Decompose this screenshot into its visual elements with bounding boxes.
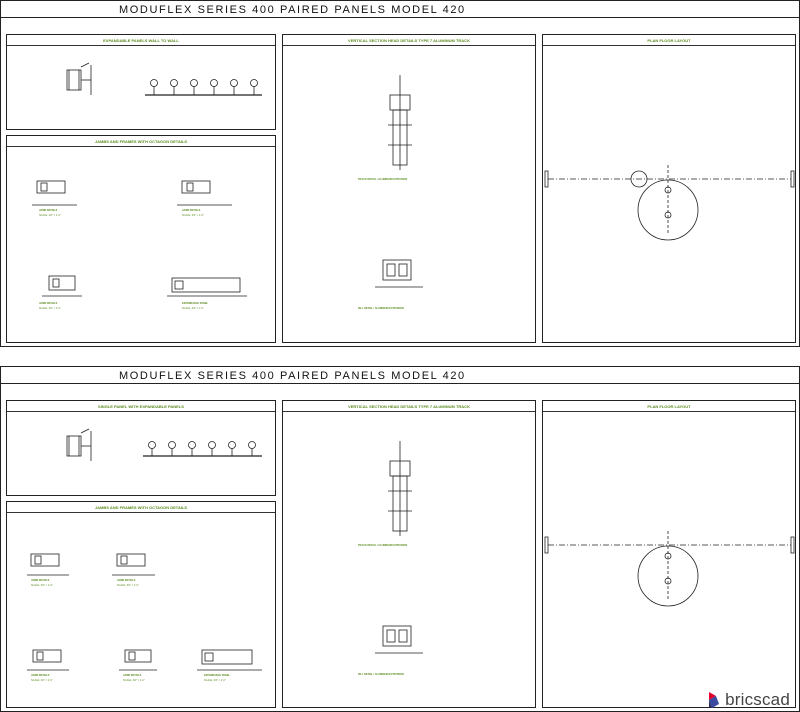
jamb-caption: JAMB DETAILS — [123, 674, 142, 677]
panel-floor-plan: PLAN FLOOR LAYOUT — [542, 400, 796, 708]
floor-plan-figure — [544, 165, 795, 241]
panel-title: JAMBS AND FRAMES WITH OCTAGON DETAILS — [94, 139, 188, 144]
panel-floor-plan: PLAN FLOOR LAYOUT — [542, 34, 796, 343]
sheet-title: MODUFLEX SERIES 400 PAIRED PANELS MODEL … — [119, 370, 466, 382]
panel-title: PLAN FLOOR LAYOUT — [647, 404, 691, 409]
jamb-caption: JAMB DETAILS — [31, 579, 50, 582]
panel-title: VERTICAL SECTION HEAD DETAILS TYPE 7 ALU… — [348, 404, 470, 409]
panel-divider — [543, 411, 795, 412]
title-divider — [1, 17, 799, 18]
panel-expandable-wall: EXPANDABLE PANELS WALL TO WALL — [6, 34, 276, 130]
section-figure — [375, 75, 423, 288]
panel-title: SINGLE PANEL WITH EXPANDABLE PANELS — [98, 404, 184, 409]
jamb-caption: JAMB DETAILS — [31, 674, 50, 677]
jamb-scale: SCALE: 3/4" = 1'-0" — [123, 679, 145, 682]
panel-divider — [283, 411, 535, 412]
panel-title: PLAN FLOOR LAYOUT — [647, 38, 691, 43]
floor-plan-figure — [544, 531, 795, 607]
panel-divider — [7, 146, 275, 147]
jamb-scale: SCALE: 3/4" = 1'-0" — [117, 584, 139, 587]
head-caption: TRACK DETAIL / ALUMINUM EXTRUSION — [358, 178, 408, 181]
panel-title: EXPANDABLE PANELS WALL TO WALL — [103, 38, 179, 43]
drawing-sheet-2: MODUFLEX SERIES 400 PAIRED PANELS MODEL … — [0, 366, 800, 712]
jamb-caption: JAMB DETAILS — [39, 209, 58, 212]
jamb-caption: JAMB DETAILS — [117, 579, 136, 582]
title-divider — [1, 383, 799, 384]
panel-jambs-frames: JAMBS AND FRAMES WITH OCTAGON DETAILS JA… — [6, 135, 276, 343]
wall-detail-figure — [66, 62, 262, 96]
jamb-scale: SCALE: 3/4" = 1'-0" — [39, 214, 61, 217]
drawing-sheet-1: MODUFLEX SERIES 400 PAIRED PANELS MODEL … — [0, 0, 800, 347]
panel-vertical-section: VERTICAL SECTION HEAD DETAILS TYPE 7 ALU… — [282, 34, 536, 343]
panel-vertical-section: VERTICAL SECTION HEAD DETAILS TYPE 7 ALU… — [282, 400, 536, 708]
jamb-scale: SCALE: 3/4" = 1'-0" — [31, 584, 53, 587]
wall-detail-figure — [66, 428, 262, 461]
jamb-scale: SCALE: 3/4" = 1'-0" — [204, 679, 226, 682]
jamb-caption: EXPANDABLE PANEL — [182, 302, 209, 305]
bricscad-logo-mark — [709, 692, 720, 708]
jamb-caption: JAMB DETAILS — [39, 302, 58, 305]
head-caption: TRACK DETAIL / ALUMINUM EXTRUSION — [358, 544, 408, 547]
panel-title: VERTICAL SECTION HEAD DETAILS TYPE 7 ALU… — [348, 38, 470, 43]
jamb-caption: JAMB DETAILS — [182, 209, 201, 212]
panel-divider — [283, 45, 535, 46]
panel-divider — [7, 45, 275, 46]
section-figure — [375, 441, 423, 654]
jamb-detail-figures — [27, 553, 262, 671]
panel-divider — [7, 411, 275, 412]
jamb-detail-figures — [32, 180, 247, 297]
sheet-title: MODUFLEX SERIES 400 PAIRED PANELS MODEL … — [119, 4, 466, 16]
jamb-scale: SCALE: 3/4" = 1'-0" — [182, 214, 204, 217]
jamb-scale: SCALE: 3/4" = 1'-0" — [31, 679, 53, 682]
panel-single-expandable: SINGLE PANEL WITH EXPANDABLE PANELS — [6, 400, 276, 496]
panel-title: JAMBS AND FRAMES WITH OCTAGON DETAILS — [94, 505, 188, 510]
bricscad-logo-text: bricscad — [725, 690, 790, 709]
bricscad-logo: bricscad — [707, 690, 790, 710]
sill-caption: SILL DETAIL / ALUMINUM EXTRUSION — [358, 307, 404, 310]
sill-caption: SILL DETAIL / ALUMINUM EXTRUSION — [358, 673, 404, 676]
jamb-scale: SCALE: 3/4" = 1'-0" — [182, 307, 204, 310]
panel-jambs-frames: JAMBS AND FRAMES WITH OCTAGON DETAILS JA… — [6, 501, 276, 708]
panel-divider — [7, 512, 275, 513]
panel-divider — [543, 45, 795, 46]
jamb-caption: EXPANDABLE PANEL — [204, 674, 231, 677]
jamb-scale: SCALE: 3/4" = 1'-0" — [39, 307, 61, 310]
